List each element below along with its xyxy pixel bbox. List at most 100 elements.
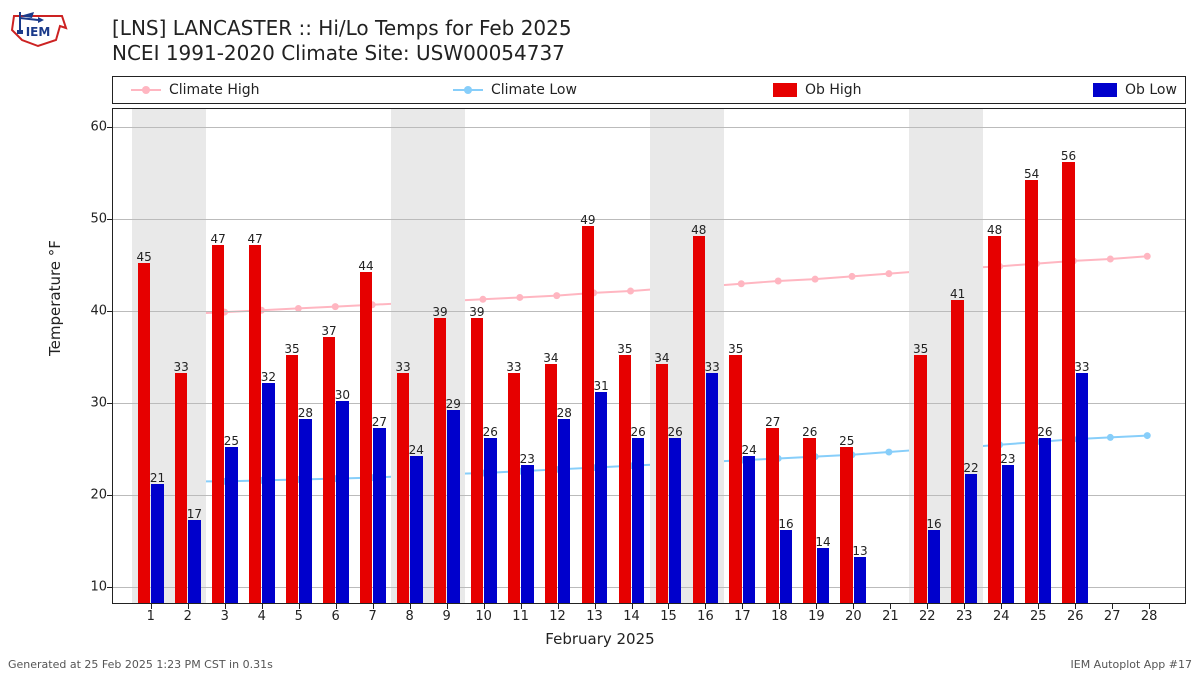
ob-low-label: 32 bbox=[261, 370, 276, 384]
legend-climate-low: Climate Low bbox=[453, 82, 577, 98]
ob-high-label: 45 bbox=[137, 250, 152, 264]
ob-low-bar bbox=[780, 530, 793, 603]
ob-high-bar bbox=[249, 245, 262, 603]
climate-high-marker bbox=[848, 273, 855, 280]
ob-high-label: 48 bbox=[987, 223, 1002, 237]
ob-high-bar bbox=[471, 318, 484, 603]
ob-low-bar bbox=[669, 438, 682, 603]
ob-high-label: 34 bbox=[654, 351, 669, 365]
ob-low-label: 31 bbox=[594, 379, 609, 393]
xtick-label: 8 bbox=[406, 603, 414, 624]
xtick-label: 12 bbox=[549, 603, 566, 624]
climate-high-marker bbox=[1107, 256, 1114, 263]
xtick-label: 15 bbox=[660, 603, 677, 624]
climate-high-marker bbox=[627, 288, 634, 295]
climate-high-marker bbox=[479, 296, 486, 303]
xtick-label: 5 bbox=[295, 603, 303, 624]
ob-low-bar bbox=[188, 520, 201, 603]
ob-low-label: 13 bbox=[852, 544, 867, 558]
ob-low-bar bbox=[262, 383, 275, 603]
climate-low-marker bbox=[885, 449, 892, 456]
ob-low-bar bbox=[965, 474, 978, 603]
ob-high-label: 48 bbox=[691, 223, 706, 237]
ytick-label: 50 bbox=[67, 212, 113, 227]
xtick-label: 26 bbox=[1067, 603, 1084, 624]
ob-low-label: 16 bbox=[778, 517, 793, 531]
xtick-label: 21 bbox=[882, 603, 899, 624]
ob-low-label: 30 bbox=[335, 388, 350, 402]
xtick-label: 13 bbox=[586, 603, 603, 624]
ob-low-bar bbox=[410, 456, 423, 603]
ob-low-label: 28 bbox=[557, 406, 572, 420]
ob-high-label: 25 bbox=[839, 434, 854, 448]
xtick-label: 14 bbox=[623, 603, 640, 624]
gridline bbox=[113, 219, 1185, 220]
ob-low-label: 17 bbox=[187, 507, 202, 521]
ob-high-bar bbox=[729, 355, 742, 603]
ob-high-bar bbox=[766, 428, 779, 603]
xtick-label: 9 bbox=[442, 603, 450, 624]
ob-low-bar bbox=[1039, 438, 1052, 603]
ob-high-bar bbox=[212, 245, 225, 603]
ob-low-label: 16 bbox=[926, 517, 941, 531]
ytick-label: 20 bbox=[67, 487, 113, 502]
xtick-label: 10 bbox=[475, 603, 492, 624]
ob-high-label: 26 bbox=[802, 425, 817, 439]
climate-high-marker bbox=[885, 270, 892, 277]
ob-high-label: 35 bbox=[728, 342, 743, 356]
ob-high-bar bbox=[397, 373, 410, 603]
xtick-label: 22 bbox=[919, 603, 936, 624]
ob-high-bar bbox=[323, 337, 336, 603]
plot-area: 1020304050601234567891011121314151617181… bbox=[112, 108, 1186, 604]
ob-high-bar bbox=[582, 226, 595, 603]
ytick-label: 40 bbox=[67, 304, 113, 319]
ob-low-bar bbox=[595, 392, 608, 603]
climate-high-marker bbox=[332, 303, 339, 310]
xtick-label: 23 bbox=[956, 603, 973, 624]
ob-low-bar bbox=[1002, 465, 1015, 603]
ob-high-bar bbox=[508, 373, 521, 603]
xtick-label: 28 bbox=[1141, 603, 1158, 624]
climate-high-marker bbox=[812, 276, 819, 283]
legend-rect-icon bbox=[1093, 83, 1117, 97]
ob-low-label: 21 bbox=[150, 471, 165, 485]
ob-high-bar bbox=[175, 373, 188, 603]
ob-high-label: 47 bbox=[247, 232, 262, 246]
ob-low-label: 27 bbox=[372, 415, 387, 429]
legend-climate-high: Climate High bbox=[131, 82, 260, 98]
ob-low-bar bbox=[928, 530, 941, 603]
ob-high-bar bbox=[803, 438, 816, 603]
title-line-2: NCEI 1991-2020 Climate Site: USW00054737 bbox=[112, 41, 572, 66]
ytick-label: 10 bbox=[67, 579, 113, 594]
ytick-label: 60 bbox=[67, 120, 113, 135]
xtick-label: 25 bbox=[1030, 603, 1047, 624]
xtick-label: 16 bbox=[697, 603, 714, 624]
ob-low-label: 26 bbox=[668, 425, 683, 439]
legend-label: Ob High bbox=[805, 82, 862, 98]
ob-low-bar bbox=[225, 447, 238, 603]
xtick-label: 1 bbox=[147, 603, 155, 624]
chart-title: [LNS] LANCASTER :: Hi/Lo Temps for Feb 2… bbox=[112, 16, 572, 66]
legend-rect-icon bbox=[773, 83, 797, 97]
xtick-label: 19 bbox=[808, 603, 825, 624]
climate-high-marker bbox=[738, 280, 745, 287]
ob-low-label: 24 bbox=[741, 443, 756, 457]
ob-high-bar bbox=[360, 272, 373, 603]
climate-low-marker bbox=[1144, 432, 1151, 439]
ob-high-label: 47 bbox=[210, 232, 225, 246]
climate-high-marker bbox=[775, 277, 782, 284]
xtick-label: 6 bbox=[332, 603, 340, 624]
ob-low-label: 29 bbox=[446, 397, 461, 411]
ob-low-label: 26 bbox=[1037, 425, 1052, 439]
iem-logo: IEM bbox=[8, 6, 68, 54]
legend-line-icon bbox=[453, 83, 483, 97]
ob-high-label: 35 bbox=[284, 342, 299, 356]
footer-timestamp: Generated at 25 Feb 2025 1:23 PM CST in … bbox=[8, 658, 273, 671]
ob-high-bar bbox=[434, 318, 447, 603]
gridline bbox=[113, 127, 1185, 128]
ob-low-label: 24 bbox=[409, 443, 424, 457]
ob-low-bar bbox=[151, 484, 164, 603]
legend-line-icon bbox=[131, 83, 161, 97]
ob-high-label: 33 bbox=[506, 360, 521, 374]
ob-high-label: 54 bbox=[1024, 167, 1039, 181]
